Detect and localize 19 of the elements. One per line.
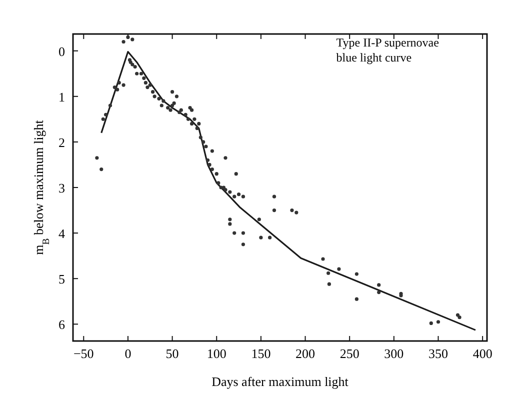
x-tick-label: 350	[428, 346, 448, 361]
x-tick-label: 300	[384, 346, 404, 361]
x-tick-label: 400	[472, 346, 492, 361]
x-tick-label: 100	[206, 346, 226, 361]
x-tick-label: 50	[166, 346, 179, 361]
x-tick-label: −50	[73, 346, 94, 361]
x-tick-label: 0	[124, 346, 132, 361]
y-tick-label: 1	[58, 89, 65, 104]
x-tick-label: 200	[296, 346, 316, 361]
x-tick-label: 250	[340, 346, 360, 361]
y-tick-label: 4	[58, 226, 66, 242]
y-tick-label: 6	[58, 317, 66, 332]
annotation: Type II-P supernovae blue light curve	[336, 35, 439, 64]
y-tick-label: 5	[58, 272, 65, 287]
y-tick-label: 3	[58, 180, 65, 196]
x-tick-label: 150	[251, 346, 271, 361]
y-tick-label: 2	[58, 134, 65, 150]
y-tick-label: 0	[58, 44, 65, 59]
x-axis-title: Days after maximum light	[212, 374, 349, 389]
